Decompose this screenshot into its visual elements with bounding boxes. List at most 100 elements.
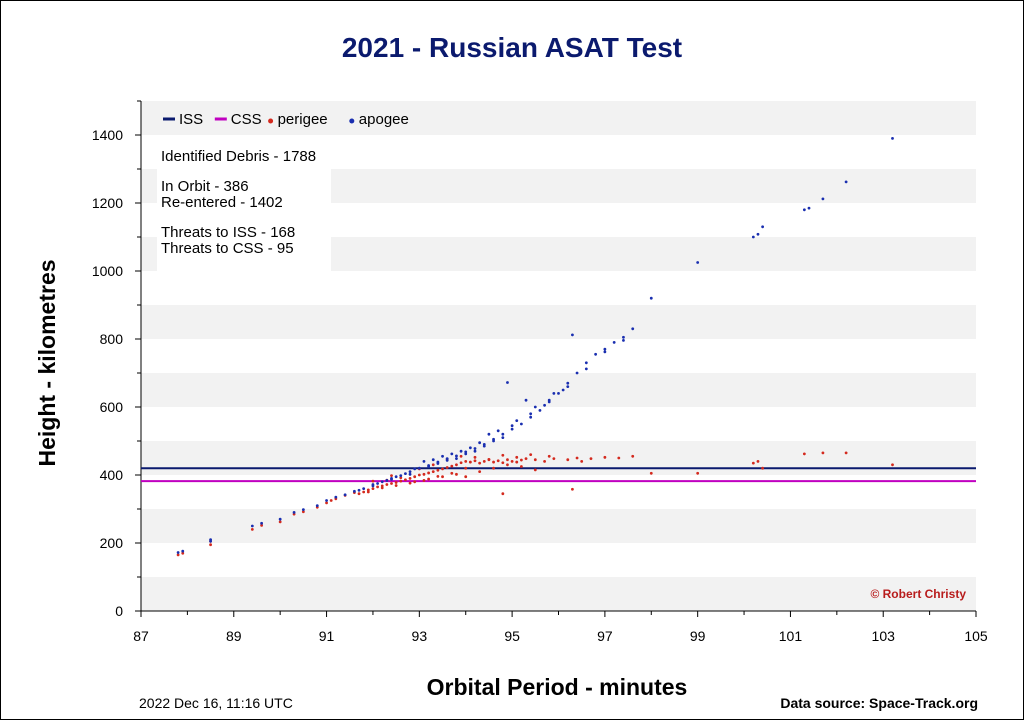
apogee-point: [441, 454, 444, 458]
apogee-point: [250, 524, 254, 528]
apogee-point: [622, 335, 625, 339]
apogee-point: [385, 479, 389, 482]
perigee-point: [464, 460, 468, 463]
perigee-point: [394, 484, 398, 487]
apogee-point: [547, 398, 551, 402]
chart-title: 2021 - Russian ASAT Test: [342, 32, 682, 63]
apogee-point: [352, 489, 356, 493]
x-tick-label: 103: [872, 628, 896, 644]
perigee-point: [431, 470, 435, 473]
perigee-point: [496, 459, 500, 463]
perigee-point: [501, 453, 505, 457]
perigee-point: [492, 466, 495, 470]
perigee-point: [482, 460, 486, 463]
perigee-point: [260, 523, 264, 527]
legend-label-css: CSS: [231, 111, 262, 128]
apogee-point: [594, 352, 598, 356]
apogee-point: [802, 208, 806, 212]
apogee-point: [696, 261, 700, 264]
apogee-point: [422, 460, 426, 463]
apogee-point: [631, 327, 635, 331]
perigee-point: [329, 499, 333, 502]
apogee-point: [459, 449, 463, 453]
apogee-point: [506, 381, 509, 384]
perigee-point: [487, 457, 491, 461]
x-tick-label: 87: [133, 628, 149, 644]
footer-source: Data source: Space-Track.org: [780, 695, 978, 711]
apogee-point: [408, 470, 412, 473]
apogee-point: [431, 458, 435, 462]
perigee-point: [385, 483, 389, 486]
apogee-point: [501, 436, 505, 439]
apogee-point: [450, 452, 454, 456]
apogee-point: [649, 296, 653, 300]
perigee-point: [408, 477, 412, 480]
apogee-point: [510, 427, 514, 431]
reference-lines: [141, 467, 976, 483]
apogee-point: [510, 424, 514, 428]
perigee-point: [617, 456, 621, 460]
apogee-point: [561, 388, 565, 392]
y-tick-label: 0: [115, 603, 123, 619]
perigee-point: [422, 472, 426, 476]
perigee-point: [404, 478, 407, 482]
perigee-point: [417, 473, 421, 477]
perigee-point: [209, 543, 212, 547]
perigee-point: [455, 472, 458, 476]
perigee-point: [603, 455, 607, 459]
perigee-point: [427, 477, 431, 481]
grid-band: [141, 441, 976, 475]
legend-label-apogee: apogee: [359, 111, 409, 128]
perigee-point: [473, 455, 477, 459]
perigee-point: [571, 487, 574, 491]
perigee-point: [371, 479, 375, 483]
apogee-point: [301, 508, 305, 512]
apogee-point: [394, 475, 398, 479]
perigee-point: [524, 457, 528, 461]
legend-label-perigee: perigee: [278, 111, 328, 128]
y-tick-label: 400: [100, 467, 124, 483]
perigee-point: [473, 459, 477, 463]
apogee-point: [455, 457, 458, 461]
perigee-point: [506, 463, 509, 467]
y-tick-label: 600: [100, 399, 124, 415]
apogee-point: [278, 517, 282, 521]
perigee-point: [436, 474, 440, 478]
info-in-orbit: In Orbit - 386: [161, 178, 249, 195]
apogee-point: [496, 429, 500, 433]
perigee-point: [529, 453, 533, 456]
perigee-point: [427, 471, 431, 475]
perigee-point: [399, 479, 403, 483]
x-tick-label: 105: [964, 628, 988, 644]
apogee-point: [408, 472, 412, 476]
perigee-point: [533, 468, 537, 472]
perigee-point: [468, 460, 472, 464]
apogee-point: [756, 232, 760, 236]
apogee-point: [436, 462, 440, 465]
apogee-point: [445, 458, 449, 462]
perigee-point: [751, 461, 755, 465]
apogee-point: [487, 432, 491, 436]
perigee-point: [515, 455, 519, 459]
perigee-point: [756, 460, 760, 463]
apogee-point: [464, 452, 468, 456]
apogee-point: [176, 551, 180, 554]
apogee-point: [552, 392, 556, 395]
apogee-point: [357, 488, 361, 492]
apogee-point: [571, 333, 574, 337]
perigee-point: [399, 476, 403, 480]
apogee-point: [566, 385, 570, 388]
perigee-point: [464, 466, 468, 470]
apogee-point: [844, 180, 848, 184]
perigee-point: [492, 460, 495, 464]
apogee-point: [538, 409, 542, 412]
perigee-point: [478, 470, 482, 473]
perigee-point: [580, 460, 584, 463]
perigee-point: [547, 454, 551, 458]
perigee-point: [376, 485, 379, 489]
perigee-point: [575, 456, 579, 460]
apogee-point: [543, 403, 546, 407]
apogee-point: [427, 465, 431, 468]
apogee-point: [575, 371, 579, 375]
